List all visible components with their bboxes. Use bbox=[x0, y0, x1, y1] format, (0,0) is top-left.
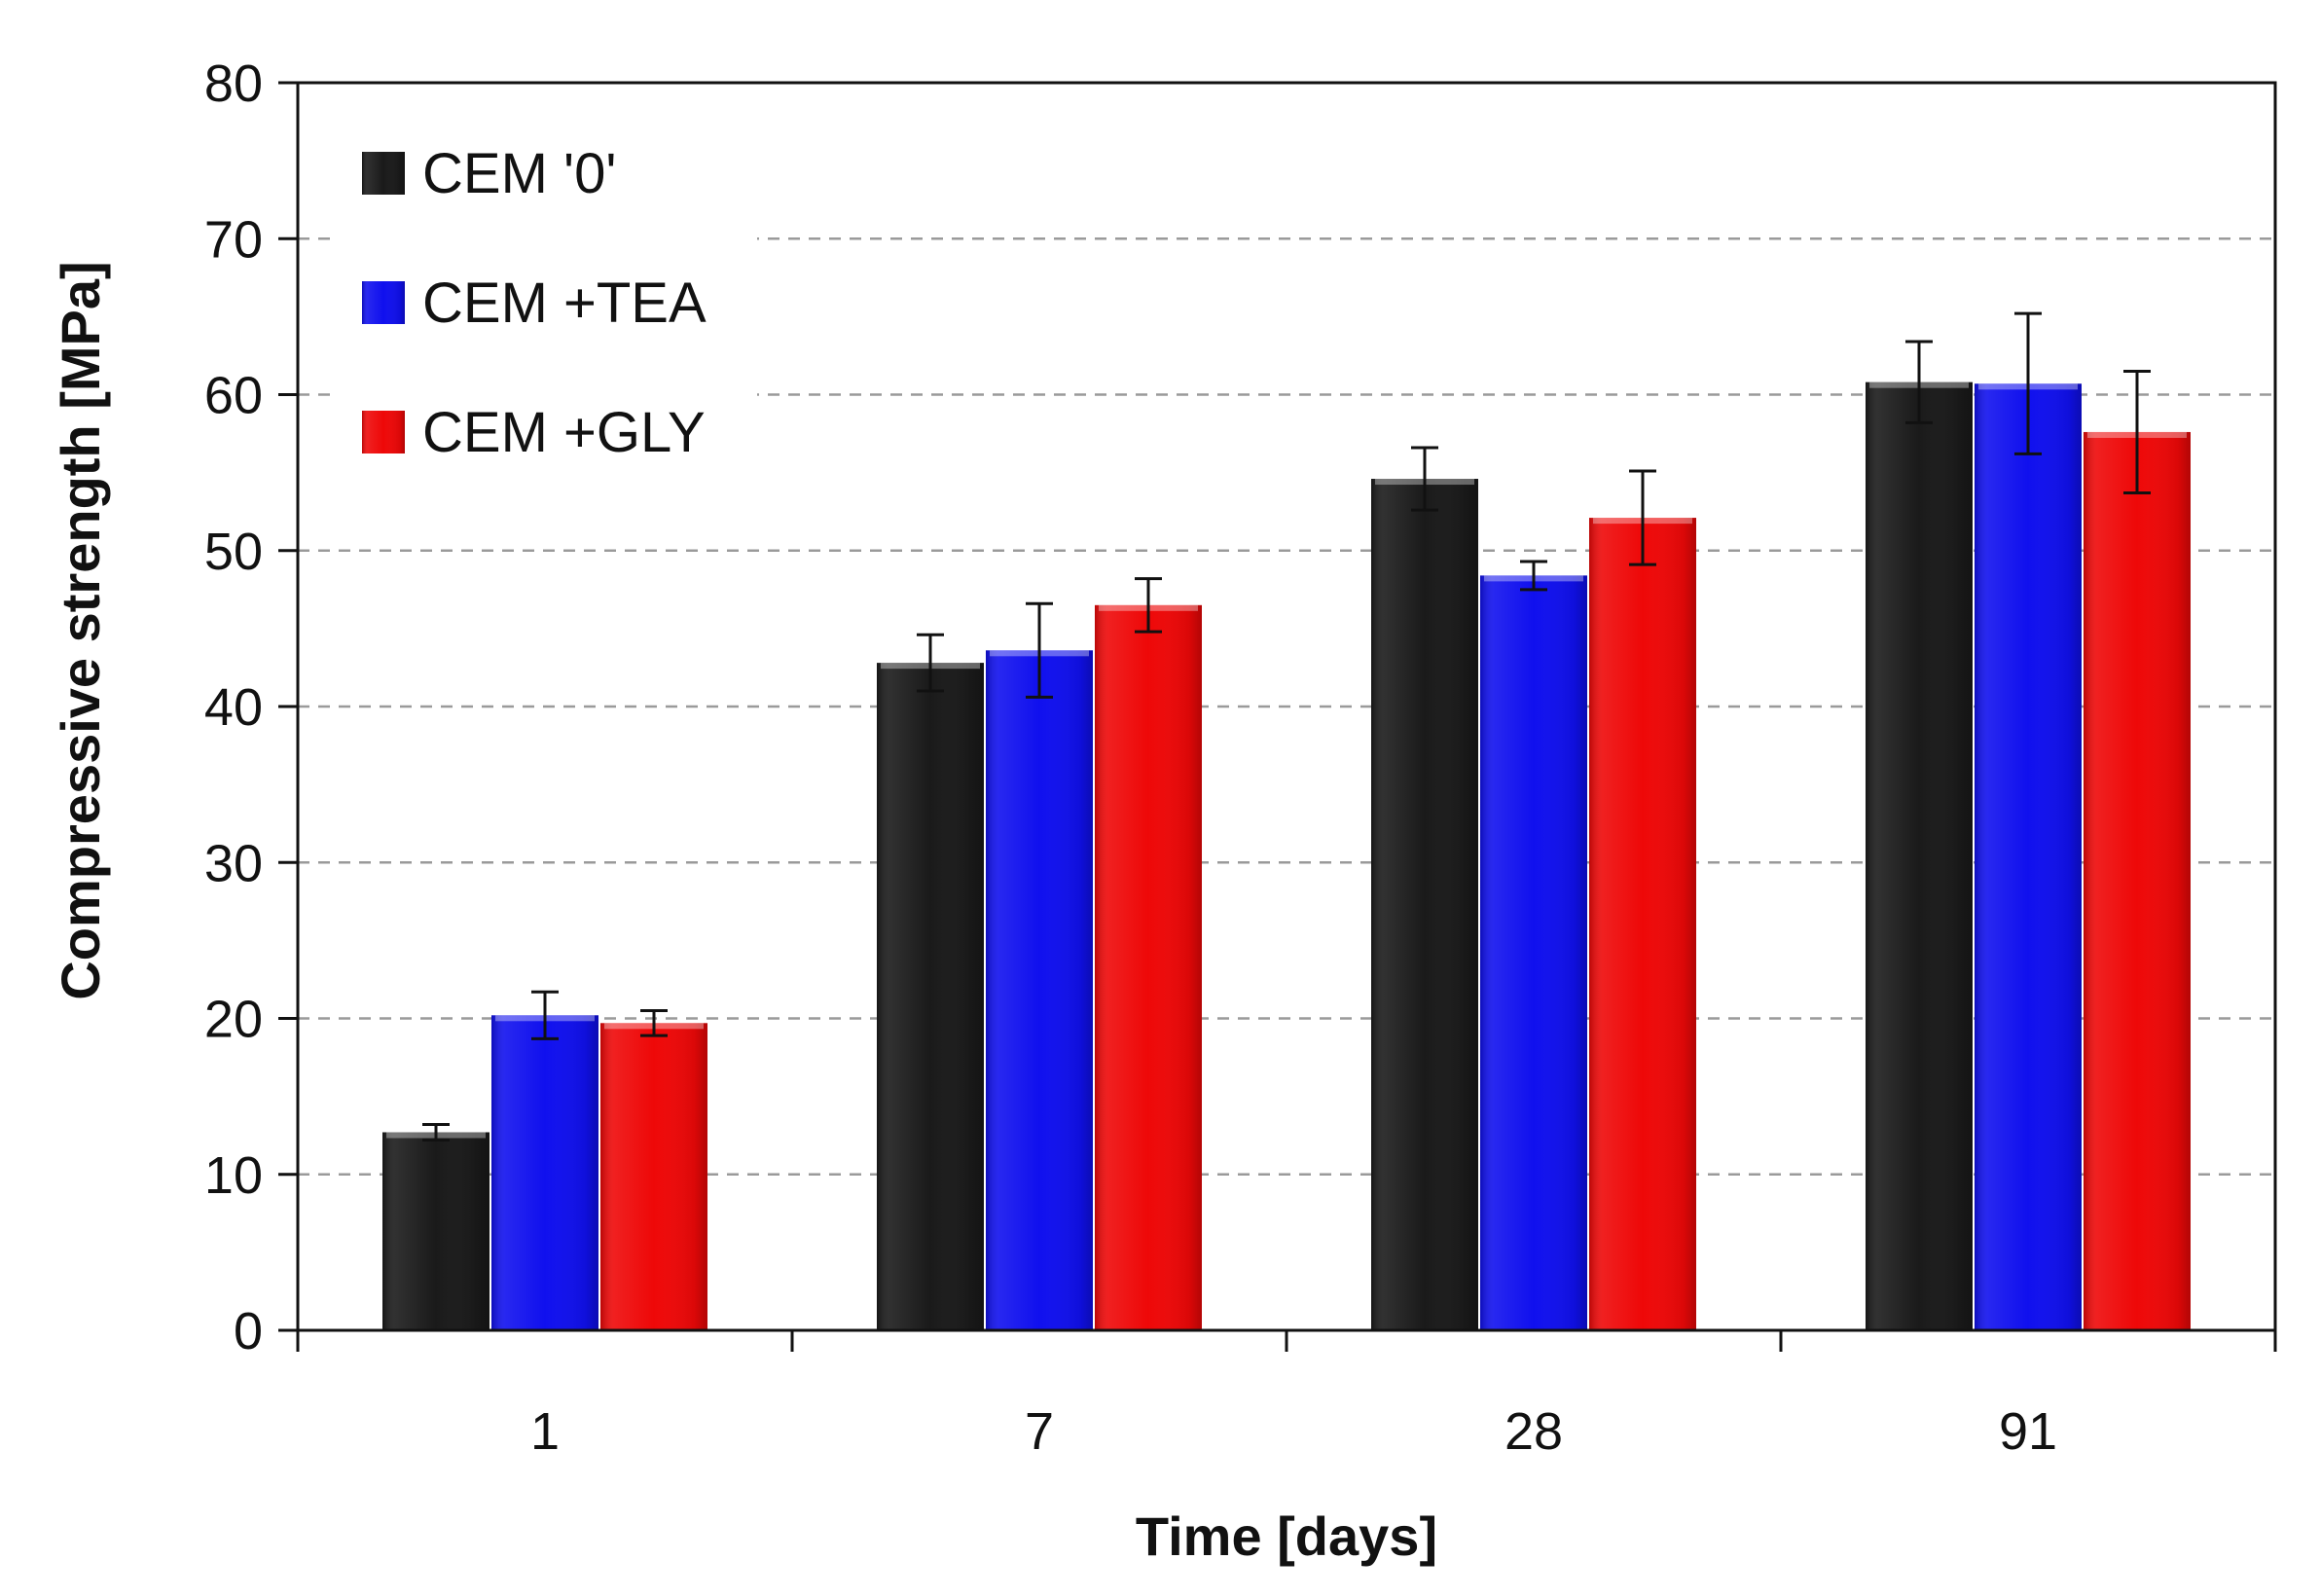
y-tick-label-80: 80 bbox=[204, 54, 263, 113]
error-bars bbox=[422, 311, 2151, 1142]
y-tick-label-60: 60 bbox=[204, 367, 263, 425]
y-tick-label-20: 20 bbox=[204, 991, 263, 1049]
legend-background bbox=[339, 119, 757, 485]
y-tick-label-10: 10 bbox=[204, 1146, 263, 1205]
bar-cem-gly-91-shade bbox=[2084, 431, 2191, 1331]
bar-cem-0-1-shade bbox=[382, 1132, 489, 1330]
bar-cem-gly-1-shade bbox=[600, 1023, 707, 1330]
bar-cem-tea-28-shade bbox=[1480, 575, 1587, 1330]
bars bbox=[382, 381, 2191, 1331]
x-axis-title: Time [days] bbox=[1136, 1505, 1437, 1567]
bar-cem-tea-91-shade bbox=[1975, 383, 2082, 1331]
x-axis: 1 7 28 91 bbox=[296, 1330, 2277, 1461]
y-tick-label-70: 70 bbox=[204, 210, 263, 269]
bar-cem-0-7-shade bbox=[877, 663, 984, 1330]
y-axis: 0 10 20 30 40 50 60 70 80 bbox=[204, 54, 298, 1360]
y-tick-label-0: 0 bbox=[234, 1302, 263, 1360]
y-tick-label-50: 50 bbox=[204, 523, 263, 581]
y-tick-label-40: 40 bbox=[204, 678, 263, 737]
bar-cem-tea-1-shade bbox=[491, 1015, 598, 1330]
bar-cem-0-28-shade bbox=[1371, 479, 1478, 1330]
legend-swatch-shade-cem-0 bbox=[362, 152, 405, 195]
y-tick-label-30: 30 bbox=[204, 834, 263, 892]
bar-cem-gly-7-shade bbox=[1095, 604, 1202, 1330]
legend: CEM '0' CEM +TEA CEM +GLY bbox=[339, 119, 757, 485]
legend-label-cem-0: CEM '0' bbox=[422, 142, 616, 205]
bar-cem-0-91-shade bbox=[1866, 381, 1973, 1330]
y-axis-title: Compressive strength [MPa] bbox=[50, 261, 111, 999]
legend-swatch-shade-cem-tea bbox=[362, 281, 405, 324]
x-tick-label-7: 7 bbox=[1025, 1402, 1054, 1461]
x-tick-label-28: 28 bbox=[1504, 1402, 1563, 1461]
legend-label-cem-tea: CEM +TEA bbox=[422, 272, 707, 335]
x-tick-label-91: 91 bbox=[1999, 1402, 2057, 1461]
bar-cem-tea-7-shade bbox=[986, 650, 1093, 1330]
legend-label-cem-gly: CEM +GLY bbox=[422, 401, 706, 464]
x-tick-label-1: 1 bbox=[530, 1402, 560, 1461]
legend-swatch-shade-cem-gly bbox=[362, 411, 405, 453]
bar-cem-gly-28-shade bbox=[1589, 518, 1696, 1330]
